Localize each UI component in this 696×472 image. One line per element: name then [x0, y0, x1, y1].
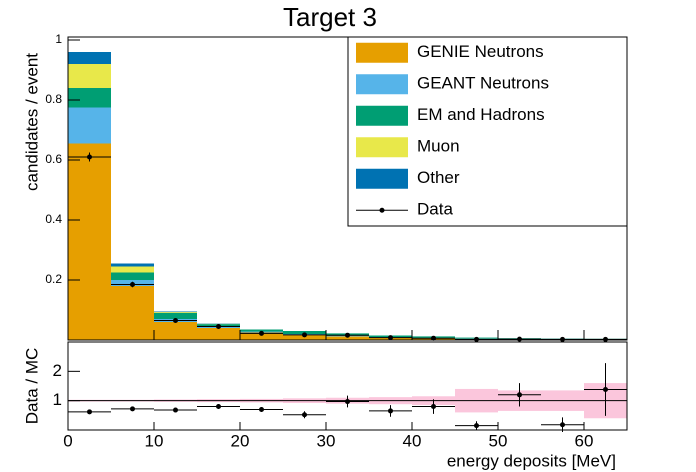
bar-segment	[154, 312, 197, 313]
data-point	[474, 423, 479, 429]
x-tick-label: 40	[403, 431, 422, 450]
bar-segment	[68, 143, 111, 340]
legend-label: EM and Hadrons	[417, 105, 545, 124]
legend-label: Muon	[417, 137, 460, 156]
legend-swatch	[356, 105, 408, 126]
data-point	[130, 282, 135, 287]
x-tick-label: 30	[317, 431, 336, 450]
legend-swatch	[356, 168, 408, 189]
y-tick-label: 0.4	[45, 212, 62, 226]
data-point	[560, 422, 565, 428]
data-point	[388, 408, 393, 414]
legend-box	[347, 36, 628, 227]
data-point	[474, 336, 479, 342]
legend-label: GENIE Neutrons	[417, 42, 544, 61]
chart-title: Target 3	[283, 2, 377, 32]
bar-segment	[111, 286, 154, 340]
data-point	[517, 336, 522, 342]
y-tick-label: 0.6	[45, 152, 62, 166]
bar-segment	[111, 266, 154, 273]
ratio-y-axis-label: Data / MC	[22, 348, 41, 425]
y-tick-label: 1	[53, 390, 62, 409]
bar-segment	[197, 328, 240, 340]
legend-label: GEANT Neutrons	[417, 74, 549, 93]
bar-segment	[68, 88, 111, 108]
plot-frame	[67, 341, 628, 431]
bar-segment	[111, 263, 154, 267]
bar-segment	[68, 52, 111, 64]
y-tick-label: 1	[55, 32, 62, 46]
data-point	[173, 407, 178, 413]
x-tick-label: 20	[231, 431, 250, 450]
data-point	[603, 336, 608, 342]
data-point	[388, 335, 393, 341]
x-axis-label: energy deposits [MeV]	[447, 451, 616, 470]
y-tick-label: 0.8	[45, 92, 62, 106]
data-point	[431, 404, 436, 410]
bar-segment	[68, 107, 111, 144]
y-axis-label: candidates / event	[22, 53, 41, 191]
legend-swatch	[356, 74, 408, 95]
data-point	[87, 409, 92, 415]
legend-marker	[379, 207, 385, 213]
x-tick-label: 10	[145, 431, 164, 450]
data-point	[603, 387, 608, 393]
legend-label: Other	[417, 168, 460, 187]
bar-segment	[111, 272, 154, 280]
data-point	[216, 324, 221, 329]
data-point	[517, 392, 522, 398]
y-tick-label: 0.2	[45, 272, 62, 286]
bar-segment	[154, 322, 197, 340]
data-point	[560, 336, 565, 342]
data-point	[345, 399, 350, 405]
bar-segment	[68, 64, 111, 88]
bar-segment	[154, 311, 197, 313]
bar-segment	[240, 332, 283, 340]
bar-segment	[154, 313, 197, 319]
x-tick-label: 50	[489, 431, 508, 450]
data-point	[130, 406, 135, 412]
x-tick-label: 60	[575, 431, 594, 450]
data-point	[259, 406, 264, 412]
data-point	[431, 335, 436, 341]
x-tick-label: 0	[63, 431, 72, 450]
data-point	[173, 318, 178, 323]
bar-segment	[326, 336, 369, 340]
data-point	[302, 412, 307, 418]
legend-swatch	[356, 137, 408, 158]
y-tick-label: 2	[53, 361, 62, 380]
data-point	[216, 404, 221, 410]
bar-segment	[240, 329, 283, 332]
data-point	[87, 154, 92, 160]
legend-swatch	[356, 42, 408, 63]
data-point	[259, 330, 264, 336]
legend-label: Data	[417, 200, 453, 219]
data-point	[345, 332, 350, 338]
data-point	[302, 332, 307, 338]
